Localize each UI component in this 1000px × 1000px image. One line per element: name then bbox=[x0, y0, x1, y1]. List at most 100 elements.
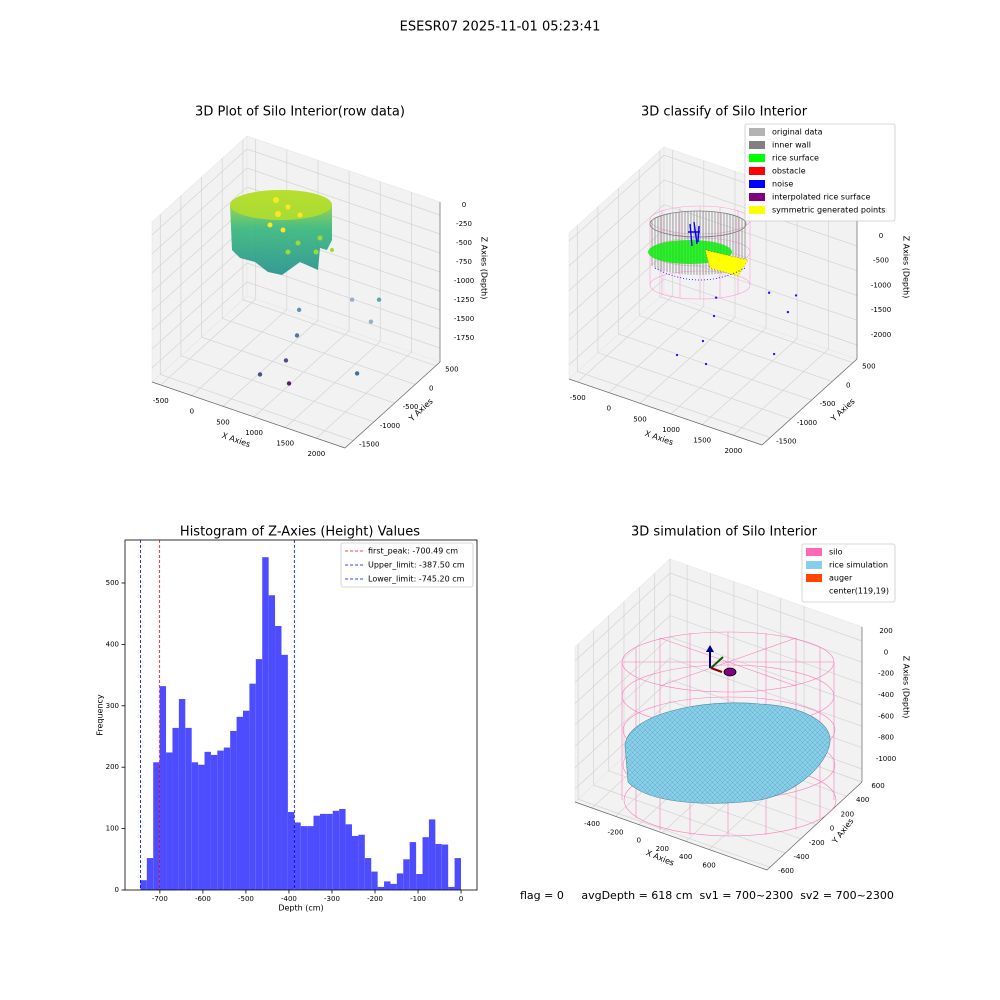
bar bbox=[166, 752, 173, 890]
bar bbox=[242, 710, 250, 890]
grid-line bbox=[568, 204, 858, 291]
grid-line bbox=[576, 225, 771, 438]
z-tick-label: -500 bbox=[456, 239, 472, 247]
bar bbox=[268, 595, 276, 890]
front-layer: -5000500100015002000-1500-1000-5000500-1… bbox=[96, 105, 911, 913]
y-tick-label: -500 bbox=[403, 403, 419, 411]
x-tick-label: -500 bbox=[153, 397, 169, 405]
cloud-point bbox=[313, 249, 319, 255]
y-tick-label: -400 bbox=[793, 853, 809, 861]
y-tick-label: 300 bbox=[106, 702, 119, 710]
z-tick-label: -1750 bbox=[454, 334, 474, 342]
axis-arrow bbox=[710, 667, 723, 673]
bar bbox=[210, 754, 218, 890]
axis-line bbox=[344, 361, 441, 449]
bar bbox=[204, 751, 211, 890]
z-tick-label: -1250 bbox=[454, 296, 474, 304]
noise-ring bbox=[654, 267, 746, 281]
z-tick-label: 0 bbox=[879, 232, 883, 240]
grid-line bbox=[574, 572, 863, 662]
bar bbox=[287, 812, 295, 890]
bar bbox=[313, 815, 320, 890]
y-tick-label: 100 bbox=[106, 825, 119, 833]
legend-label: obstacle bbox=[772, 167, 806, 176]
data-point bbox=[368, 319, 374, 324]
legend-swatch bbox=[806, 574, 822, 582]
bar bbox=[441, 844, 449, 890]
axis-label: Z Axies (Depth) bbox=[902, 656, 911, 719]
bar bbox=[384, 881, 391, 890]
bar bbox=[191, 762, 199, 890]
y-tick-label: -200 bbox=[809, 839, 825, 847]
grid-line bbox=[670, 181, 767, 415]
legend-swatch bbox=[749, 193, 765, 201]
y-tick-label: -1000 bbox=[380, 422, 400, 430]
point-cluster bbox=[285, 235, 334, 255]
grid-line bbox=[253, 170, 350, 418]
z-tick-label: -750 bbox=[456, 258, 472, 266]
legend-box bbox=[801, 543, 896, 603]
legend-label: original data bbox=[772, 128, 823, 137]
y-tick-label: 200 bbox=[106, 763, 119, 771]
data-point bbox=[376, 297, 382, 302]
legend-label: Lower_limit: -745.20 cm bbox=[368, 575, 465, 584]
legend-swatch bbox=[749, 128, 765, 136]
x-tick-label: 1000 bbox=[662, 426, 680, 434]
data-point bbox=[794, 294, 798, 297]
z-tick-label: 0 bbox=[884, 648, 888, 656]
axis-line bbox=[766, 781, 863, 871]
axis-line bbox=[151, 381, 346, 449]
y-tick-label: -500 bbox=[820, 400, 836, 408]
bar bbox=[364, 858, 372, 890]
bar bbox=[217, 750, 224, 890]
x-tick-label: -200 bbox=[608, 828, 624, 836]
axis-arrow bbox=[710, 656, 724, 669]
bar bbox=[262, 557, 269, 890]
noise-cluster bbox=[688, 221, 700, 247]
bar bbox=[351, 835, 359, 890]
axis-line bbox=[574, 801, 768, 871]
legend-label: rice simulation bbox=[829, 561, 888, 570]
data-point bbox=[675, 353, 679, 357]
z-tick-label: -1000 bbox=[454, 277, 474, 285]
x-tick-label: 1000 bbox=[245, 429, 263, 437]
x-tick-label: 1500 bbox=[276, 440, 294, 448]
bar bbox=[390, 883, 397, 890]
status-footer: flag = 0 avgDepth = 618 cm sv1 = 700~230… bbox=[520, 889, 894, 902]
bar bbox=[146, 858, 154, 890]
cloud-point bbox=[267, 222, 273, 228]
y-tick-label: -600 bbox=[778, 867, 794, 875]
z-tick-label: -1000 bbox=[871, 281, 891, 289]
grid-line bbox=[151, 262, 441, 350]
axis-line bbox=[568, 378, 763, 446]
z-tick-label: -1500 bbox=[454, 315, 474, 323]
x-tick-label: 600 bbox=[702, 861, 715, 869]
legend-label: center(119,19) bbox=[829, 587, 889, 596]
x-tick-label: 0 bbox=[459, 895, 463, 903]
z-tick-label: 200 bbox=[879, 627, 892, 635]
bar bbox=[300, 826, 308, 890]
grid-line bbox=[701, 192, 798, 425]
data-point bbox=[294, 333, 300, 338]
y-tick-label: 400 bbox=[106, 640, 119, 648]
y-tick-label: -1000 bbox=[797, 419, 817, 427]
z-tick-label: -1000 bbox=[876, 755, 896, 763]
y-tick-label: 200 bbox=[841, 810, 854, 818]
cloud-point bbox=[295, 240, 301, 246]
legend-swatch bbox=[806, 561, 822, 569]
grid-line bbox=[574, 615, 863, 704]
cloud-point bbox=[317, 235, 323, 241]
x-tick-label: -400 bbox=[584, 820, 600, 828]
chart-title: 3D Plot of Silo Interior(row data) bbox=[195, 105, 405, 120]
z-tick-label: -800 bbox=[878, 734, 894, 742]
data-point bbox=[704, 362, 708, 366]
legend-swatch bbox=[749, 167, 765, 175]
bar bbox=[339, 808, 346, 890]
grid-line bbox=[623, 601, 817, 825]
z-tick-label: -250 bbox=[456, 220, 472, 228]
x-tick-label: -200 bbox=[367, 895, 383, 903]
bar bbox=[377, 886, 385, 890]
data-point bbox=[349, 297, 355, 302]
legend-swatch bbox=[806, 548, 822, 556]
bar bbox=[358, 834, 365, 890]
